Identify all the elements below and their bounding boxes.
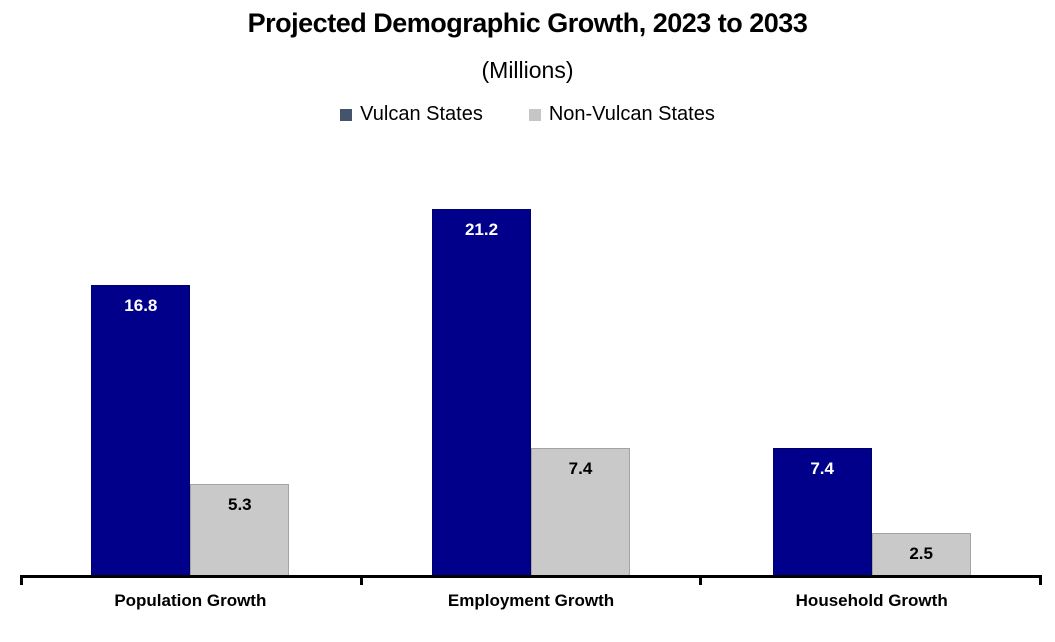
plot-area: 16.8 5.3 21.2 7.4 7.4 2.5 — [20, 161, 1042, 576]
x-axis-line — [20, 575, 1042, 578]
bar-group: 16.8 5.3 — [20, 161, 361, 576]
legend-label: Non-Vulcan States — [548, 103, 715, 125]
x-axis-ticks — [20, 575, 1042, 585]
bar: 7.4 — [531, 448, 630, 576]
legend: Vulcan States Non-Vulcan States — [0, 103, 1055, 126]
x-axis-tick — [1039, 575, 1042, 585]
bar-value-label: 7.4 — [810, 459, 834, 478]
bar-value-label: 7.4 — [568, 459, 593, 478]
chart-subtitle: (Millions) — [481, 57, 574, 83]
bar-value-label: 16.8 — [124, 296, 158, 315]
category-label: Population Growth — [114, 591, 267, 610]
bar-value-label: 2.5 — [909, 544, 933, 563]
legend-item: Vulcan States — [340, 103, 483, 126]
bar: 5.3 — [190, 484, 290, 576]
bar-group: 21.2 7.4 — [361, 161, 702, 576]
bar: 21.2 — [432, 209, 531, 576]
legend-label: Vulcan States — [360, 103, 483, 125]
category-label: Household Growth — [795, 591, 948, 610]
bar-group: 7.4 2.5 — [701, 161, 1042, 576]
legend-item: Non-Vulcan States — [528, 103, 715, 126]
bar: 16.8 — [91, 285, 191, 576]
legend-marker-non-vulcan — [528, 108, 541, 121]
bar-value-label: 5.3 — [228, 495, 252, 514]
chart-title: Projected Demographic Growth, 2023 to 20… — [247, 8, 808, 38]
bar: 7.4 — [772, 448, 872, 576]
x-axis-tick — [699, 575, 703, 585]
category-label: Employment Growth — [447, 591, 615, 610]
legend-marker-vulcan — [340, 108, 353, 121]
category-labels: Population Growth Employment Growth Househ… — [20, 591, 1042, 611]
bar-value-label: 21.2 — [464, 220, 499, 239]
x-axis-tick — [359, 575, 363, 585]
x-axis-tick — [20, 575, 23, 585]
bar: 2.5 — [871, 533, 971, 576]
